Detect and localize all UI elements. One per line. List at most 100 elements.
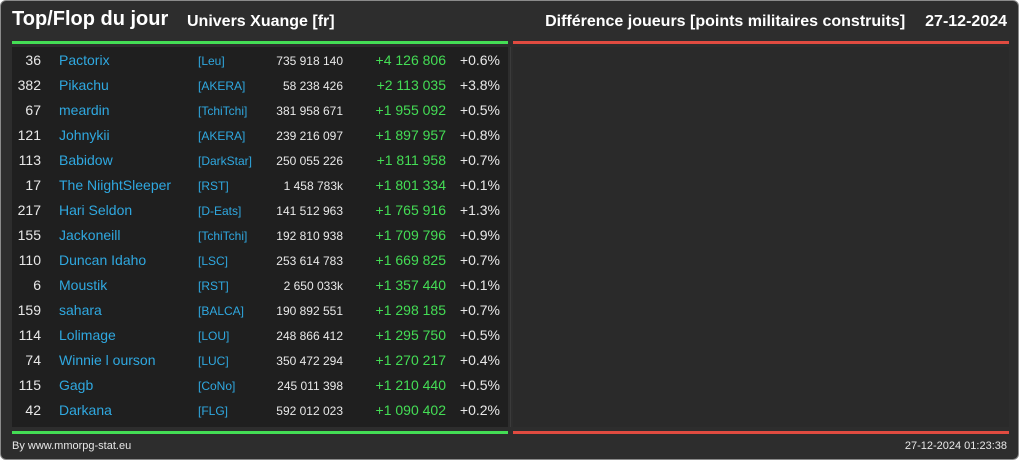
site-credit: By www.mmorpg-stat.eu <box>12 440 132 452</box>
points-difference: +1 210 440 <box>375 377 446 393</box>
player-rank: 114 <box>18 327 41 343</box>
table-row: 217 Hari Seldon [D-Eats] 141 512 963 +1 765 … <box>12 198 508 223</box>
table-row: 121 Johnykii [AKERA] 239 216 097 +1 897 957 +… <box>12 123 508 148</box>
panel-divider <box>510 47 511 427</box>
player-points: 239 216 097 <box>276 129 343 143</box>
percent-change: +0.6% <box>459 52 500 68</box>
header-date: 27-12-2024 <box>925 13 1007 30</box>
points-difference: +1 295 750 <box>375 327 446 343</box>
player-name-link[interactable]: The NiightSleeper <box>59 177 172 193</box>
alliance-tag-link[interactable]: [BALCA] <box>198 304 245 318</box>
player-rank: 382 <box>17 77 41 93</box>
percent-change: +0.9% <box>459 227 500 243</box>
alliance-tag-link[interactable]: [RST] <box>198 279 229 293</box>
player-rank: 113 <box>18 152 41 168</box>
table-row: 17 The NiightSleeper [RST] 1 458 783k +1 801… <box>12 173 508 198</box>
percent-change: +0.7% <box>459 152 500 168</box>
alliance-tag-link[interactable]: [AKERA] <box>198 129 246 143</box>
player-name-link[interactable]: Lolimage <box>59 327 116 343</box>
alliance-tag-link[interactable]: [FLG] <box>198 404 229 418</box>
player-points: 253 614 783 <box>276 254 343 268</box>
top-players-table: 36 Pactorix [Leu] 735 918 140 +4 126 806 +0.6… <box>12 47 508 427</box>
alliance-tag-link[interactable]: [TchiTchi] <box>198 104 248 118</box>
points-difference: +1 765 916 <box>375 202 446 218</box>
points-difference: +2 113 035 <box>376 77 446 93</box>
points-difference: +1 955 092 <box>375 102 446 118</box>
player-points: 250 055 226 <box>276 154 343 168</box>
player-name-link[interactable]: meardin <box>59 102 110 118</box>
player-name-link[interactable]: Babidow <box>59 152 113 168</box>
points-difference: +1 090 402 <box>375 402 446 418</box>
player-rank: 36 <box>25 52 41 68</box>
table-row: 6 Moustik [RST] 2 650 033k +1 357 440 +0.1% <box>12 273 508 298</box>
player-rank: 121 <box>17 127 41 143</box>
player-points: 2 650 033k <box>283 279 343 293</box>
alliance-tag-link[interactable]: [DarkStar] <box>198 154 253 168</box>
bottom-bar-red <box>513 431 1009 434</box>
percent-change: +0.7% <box>459 302 500 318</box>
player-rank: 155 <box>17 227 41 243</box>
player-rank: 74 <box>25 352 41 368</box>
alliance-tag-link[interactable]: [CoNo] <box>198 379 236 393</box>
points-difference: +1 709 796 <box>375 227 446 243</box>
alliance-tag-link[interactable]: [TchiTchi] <box>198 229 248 243</box>
player-points: 350 472 294 <box>276 354 343 368</box>
player-name-link[interactable]: Moustik <box>59 277 108 293</box>
player-name-link[interactable]: Johnykii <box>59 127 110 143</box>
player-points: 1 458 783k <box>283 179 343 193</box>
table-row: 155 Jackoneill [TchiTchi] 192 810 938 +1 709… <box>12 223 508 248</box>
table-row: 113 Babidow [DarkStar] 250 055 226 +1 811 95… <box>12 148 508 173</box>
player-name-link[interactable]: Pactorix <box>59 52 110 68</box>
percent-change: +0.2% <box>459 402 500 418</box>
alliance-tag-link[interactable]: [Leu] <box>198 54 225 68</box>
alliance-tag-link[interactable]: [LOU] <box>198 329 230 343</box>
player-name-link[interactable]: Jackoneill <box>59 227 121 243</box>
player-points: 248 866 412 <box>276 329 343 343</box>
player-points: 190 892 551 <box>276 304 343 318</box>
univers-label: Univers Xuange [fr] <box>187 13 335 30</box>
bottom-bar-green <box>12 431 508 434</box>
table-row: 114 Lolimage [LOU] 248 866 412 +1 295 750 +0.… <box>12 323 508 348</box>
player-name-link[interactable]: sahara <box>59 302 102 318</box>
percent-change: +0.4% <box>459 352 500 368</box>
alliance-tag-link[interactable]: [LSC] <box>198 254 229 268</box>
player-name-link[interactable]: Darkana <box>59 402 112 418</box>
percent-change: +0.7% <box>459 252 500 268</box>
points-difference: +1 801 334 <box>375 177 446 193</box>
player-name-link[interactable]: Pikachu <box>59 77 109 93</box>
percent-change: +0.5% <box>459 377 500 393</box>
player-rank: 115 <box>18 377 41 393</box>
points-difference: +1 270 217 <box>375 352 446 368</box>
alliance-tag-link[interactable]: [AKERA] <box>198 79 246 93</box>
percent-change: +0.5% <box>459 102 500 118</box>
player-name-link[interactable]: Hari Seldon <box>59 202 133 218</box>
player-rank: 17 <box>25 177 41 193</box>
points-difference: +1 357 440 <box>375 277 446 293</box>
points-difference: +1 669 825 <box>375 252 446 268</box>
percent-change: +3.8% <box>459 77 500 93</box>
flop-players-panel <box>513 47 1009 427</box>
points-difference: +1 897 957 <box>375 127 446 143</box>
alliance-tag-link[interactable]: [RST] <box>198 179 229 193</box>
player-name-link[interactable]: Gagb <box>59 377 94 393</box>
player-points: 381 958 671 <box>276 104 343 118</box>
player-rank: 110 <box>18 252 41 268</box>
percent-change: +0.1% <box>459 177 500 193</box>
player-rank: 42 <box>25 402 41 418</box>
player-points: 141 512 963 <box>276 204 343 218</box>
points-difference: +1 298 185 <box>375 302 446 318</box>
table-row: 36 Pactorix [Leu] 735 918 140 +4 126 806 +0.6… <box>12 48 508 73</box>
alliance-tag-link[interactable]: [D-Eats] <box>198 204 242 218</box>
alliance-tag-link[interactable]: [LUC] <box>198 354 229 368</box>
player-rank: 217 <box>17 202 41 218</box>
table-row: 110 Duncan Idaho [LSC] 253 614 783 +1 669 82… <box>12 248 508 273</box>
player-points: 58 238 426 <box>282 79 343 93</box>
player-name-link[interactable]: Winnie l ourson <box>59 352 156 368</box>
player-rank: 67 <box>25 102 41 118</box>
table-row: 115 Gagb [CoNo] 245 011 398 +1 210 440 +0.5% <box>12 373 508 398</box>
player-name-link[interactable]: Duncan Idaho <box>59 252 147 268</box>
player-points: 735 918 140 <box>276 54 343 68</box>
player-points: 192 810 938 <box>276 229 343 243</box>
footer-timestamp: 27-12-2024 01:23:38 <box>904 440 1007 452</box>
